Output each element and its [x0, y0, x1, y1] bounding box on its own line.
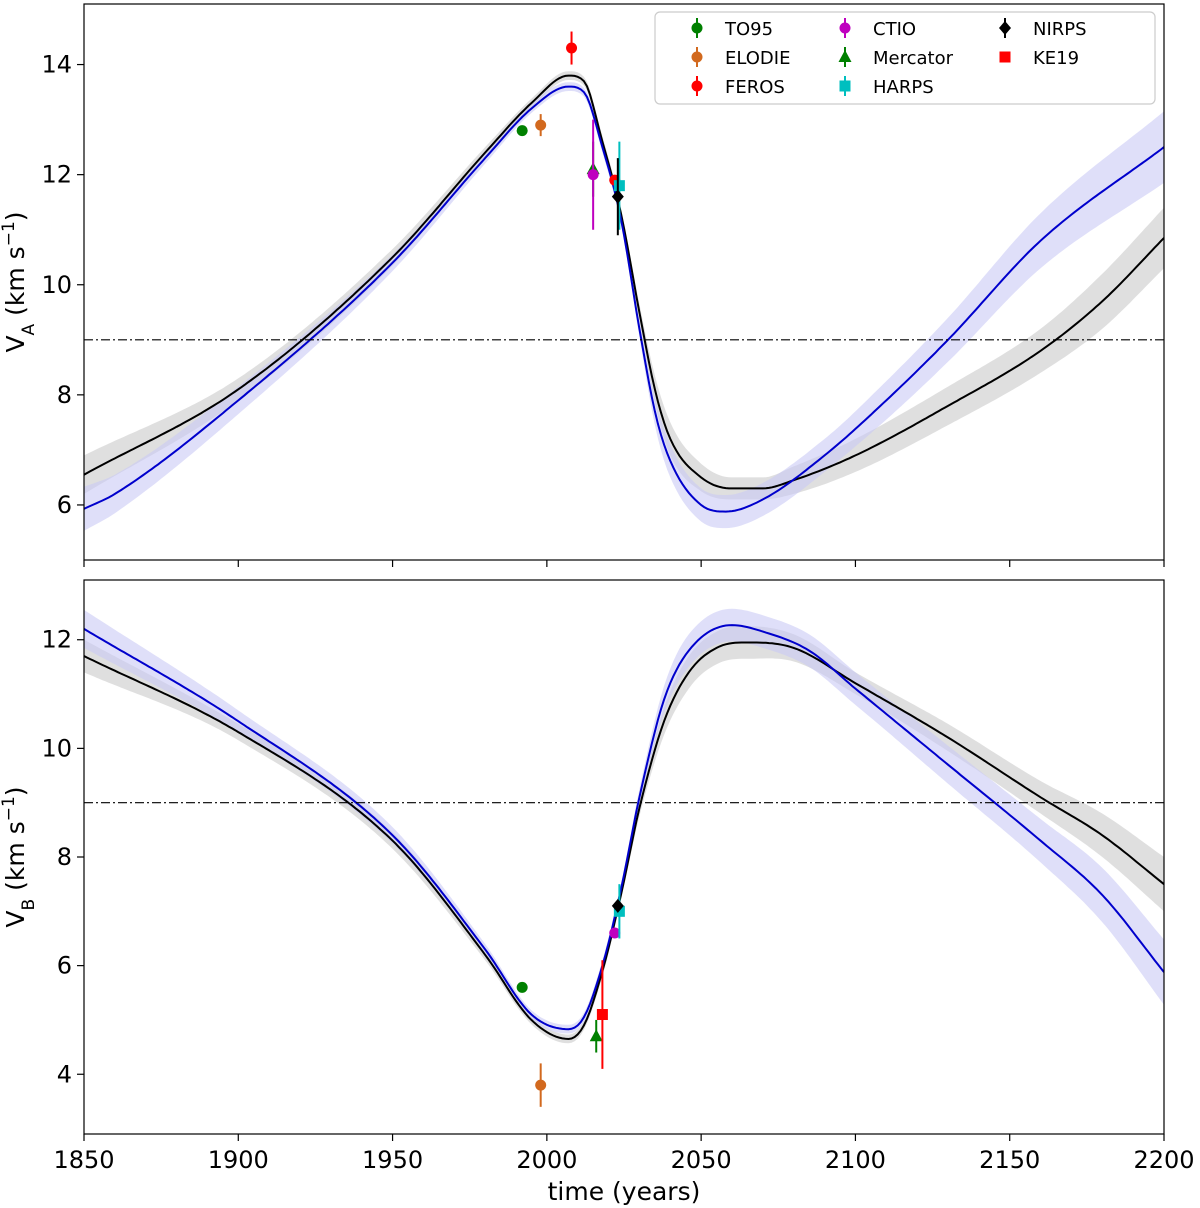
legend-marker — [691, 51, 703, 63]
y-axis-label: VA (km s−1) — [0, 211, 39, 352]
axes-frame — [83, 579, 1165, 1135]
data-marker — [566, 42, 578, 54]
uncertainty-band — [84, 626, 1164, 1044]
data-point — [516, 981, 528, 993]
data-marker — [613, 905, 625, 917]
x-tick-label: 2150 — [979, 1146, 1040, 1174]
x-tick-label: 2100 — [825, 1146, 886, 1174]
data-point — [613, 141, 625, 230]
panel-top: 6 8 10 12 14 VA (km s−1) TO95 ELODIE FEROS CTIO Me… — [0, 3, 1165, 567]
data-marker — [596, 1009, 608, 1021]
data-point — [566, 31, 578, 65]
data-marker — [535, 1079, 547, 1091]
legend-marker — [838, 50, 852, 62]
model-curve — [84, 85, 1164, 513]
y-tick-label: 12 — [41, 161, 72, 189]
panel-bottom: 1850 1900 1950 2000 2050 2100 2150 2200 4 6 8 10 12 V… — [0, 579, 1195, 1206]
legend-label: FEROS — [725, 77, 785, 98]
legend-label: ELODIE — [725, 48, 790, 69]
data-point — [613, 884, 625, 939]
data-marker — [613, 180, 625, 192]
y-tick-label: 10 — [41, 734, 72, 762]
legend-label: NIRPS — [1033, 19, 1087, 40]
data-point — [609, 927, 621, 939]
data-marker — [589, 1029, 603, 1042]
legend-label: HARPS — [873, 77, 934, 98]
data-marker — [516, 125, 528, 137]
data-point — [611, 158, 624, 236]
data-marker — [609, 927, 621, 939]
x-tick-label: 1900 — [208, 1146, 269, 1174]
model-curve — [84, 641, 1164, 1041]
x-tick-label: 2000 — [516, 1146, 577, 1174]
y-tick-label: 4 — [57, 1060, 72, 1088]
legend-label: Mercator — [873, 48, 954, 69]
legend-marker — [691, 22, 703, 34]
legend: TO95 ELODIE FEROS CTIO Mercator HARPS NIRPS KE1… — [654, 11, 1156, 105]
data-point — [535, 114, 547, 137]
data-marker — [516, 981, 528, 993]
plot-area — [84, 608, 1164, 1107]
legend-label: TO95 — [724, 19, 773, 40]
model-curve — [84, 74, 1164, 490]
x-tick-label: 1850 — [53, 1146, 114, 1174]
legend-label: KE19 — [1033, 48, 1079, 69]
x-axis-label: time (years) — [548, 1177, 701, 1206]
y-tick-label: 6 — [57, 952, 72, 980]
legend-entry: KE19 — [999, 48, 1079, 69]
axes-frame — [83, 3, 1165, 561]
y-tick-label: 12 — [41, 626, 72, 654]
legend-entry: NIRPS — [999, 18, 1087, 40]
x-tick-label: 2050 — [671, 1146, 732, 1174]
data-point — [596, 960, 608, 1069]
data-point — [516, 125, 528, 137]
data-point — [535, 1063, 547, 1107]
plot-area — [84, 31, 1164, 531]
legend-entry: TO95 — [691, 18, 773, 40]
legend-marker — [839, 80, 851, 92]
data-marker — [535, 119, 547, 131]
y-tick-label: 14 — [41, 51, 72, 79]
legend-entry: FEROS — [691, 76, 785, 98]
legend-marker — [999, 21, 1011, 35]
legend-frame — [654, 11, 1156, 105]
data-marker — [611, 189, 624, 204]
data-point — [587, 119, 599, 230]
y-tick-label: 8 — [57, 843, 72, 871]
legend-marker — [839, 22, 851, 34]
data-point — [589, 1019, 603, 1053]
data-marker — [587, 169, 599, 181]
y-axis-label: VB (km s−1) — [0, 786, 39, 927]
legend-marker — [999, 51, 1011, 63]
x-tick-label: 1950 — [362, 1146, 423, 1174]
legend-entry: CTIO — [839, 18, 916, 40]
model-curve — [84, 624, 1164, 1031]
legend-entry: HARPS — [839, 76, 934, 98]
legend-entry: ELODIE — [691, 47, 790, 69]
data-marker — [611, 898, 624, 913]
y-tick-label: 10 — [41, 271, 72, 299]
y-tick-label: 8 — [57, 381, 72, 409]
legend-entry: Mercator — [838, 47, 954, 69]
x-tick-label: 2200 — [1133, 1146, 1194, 1174]
y-tick-label: 6 — [57, 491, 72, 519]
legend-label: CTIO — [873, 19, 916, 40]
uncertainty-band — [84, 82, 1164, 531]
legend-marker — [691, 80, 703, 92]
uncertainty-band — [84, 608, 1164, 1034]
data-point — [611, 898, 624, 913]
